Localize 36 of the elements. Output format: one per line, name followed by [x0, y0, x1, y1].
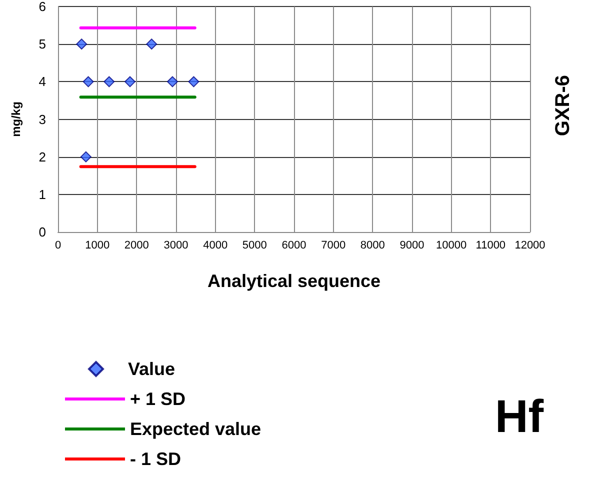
y-tick-label: 4 — [38, 74, 46, 90]
x-tick-label: 10000 — [436, 240, 467, 252]
y-axis-title: mg/kg — [9, 102, 23, 137]
x-tick-label: 2000 — [124, 240, 149, 252]
point — [80, 151, 92, 162]
legend-label: Value — [128, 359, 176, 379]
x-tick-label: 5000 — [242, 240, 267, 252]
y-tick-label: 6 — [38, 0, 46, 14]
y-tick-label: 0 — [38, 224, 46, 240]
y-tick-label: 3 — [38, 112, 46, 127]
text: Hf — [495, 390, 544, 442]
x-tick-label: 1000 — [85, 240, 110, 252]
point — [146, 38, 158, 50]
x-tick-label: 9000 — [400, 240, 424, 252]
y-tick-label: 1 — [38, 186, 46, 202]
legend-label: - 1 SD — [130, 449, 182, 469]
text: GXR-6 — [552, 75, 574, 136]
point — [82, 76, 94, 88]
point — [76, 38, 88, 50]
x-tick-label: 7000 — [321, 240, 346, 252]
x-axis-title: Analytical sequence — [207, 271, 381, 291]
x-tick-label: 6000 — [282, 240, 306, 252]
x-tick-label: 4000 — [203, 240, 228, 252]
point — [124, 76, 136, 88]
legend-label: + 1 SD — [130, 389, 186, 409]
y-tick-label: 2 — [38, 149, 46, 164]
point — [104, 76, 115, 88]
x-tick-label: 12000 — [514, 240, 546, 252]
point — [166, 76, 178, 88]
legend-label: Expected value — [130, 419, 262, 439]
x-tick-label: 3000 — [164, 240, 188, 252]
point — [188, 76, 200, 88]
x-tick-label: 0 — [54, 240, 62, 252]
x-tick-label: 11000 — [476, 240, 506, 252]
y-tick-label: 5 — [38, 36, 46, 52]
x-tick-label: 8000 — [360, 240, 385, 252]
